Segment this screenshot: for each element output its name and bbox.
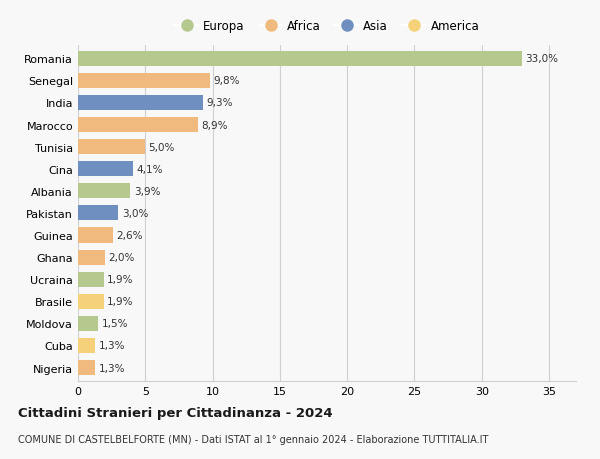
- Text: 4,1%: 4,1%: [137, 164, 163, 174]
- Text: 9,8%: 9,8%: [213, 76, 240, 86]
- Bar: [78, 316, 98, 331]
- Text: 9,3%: 9,3%: [206, 98, 233, 108]
- Text: 1,9%: 1,9%: [107, 274, 133, 285]
- Bar: [78, 338, 95, 353]
- Bar: [78, 272, 104, 287]
- Bar: [78, 118, 198, 133]
- Text: 2,0%: 2,0%: [108, 252, 134, 263]
- Bar: [78, 96, 203, 111]
- Bar: [78, 140, 145, 155]
- Bar: [78, 360, 95, 375]
- Bar: [78, 228, 113, 243]
- Bar: [78, 250, 105, 265]
- Text: 1,3%: 1,3%: [99, 363, 125, 373]
- Text: Cittadini Stranieri per Cittadinanza - 2024: Cittadini Stranieri per Cittadinanza - 2…: [18, 406, 332, 419]
- Text: 8,9%: 8,9%: [201, 120, 227, 130]
- Text: COMUNE DI CASTELBELFORTE (MN) - Dati ISTAT al 1° gennaio 2024 - Elaborazione TUT: COMUNE DI CASTELBELFORTE (MN) - Dati IST…: [18, 434, 488, 444]
- Bar: [78, 206, 118, 221]
- Bar: [78, 294, 104, 309]
- Text: 2,6%: 2,6%: [116, 230, 143, 241]
- Bar: [78, 184, 130, 199]
- Bar: [78, 162, 133, 177]
- Text: 1,5%: 1,5%: [101, 319, 128, 329]
- Bar: [78, 51, 522, 67]
- Text: 3,9%: 3,9%: [134, 186, 160, 196]
- Text: 33,0%: 33,0%: [526, 54, 559, 64]
- Bar: [78, 74, 210, 89]
- Text: 1,9%: 1,9%: [107, 297, 133, 307]
- Text: 5,0%: 5,0%: [149, 142, 175, 152]
- Legend: Europa, Africa, Asia, America: Europa, Africa, Asia, America: [171, 17, 483, 37]
- Text: 1,3%: 1,3%: [99, 341, 125, 351]
- Text: 3,0%: 3,0%: [122, 208, 148, 218]
